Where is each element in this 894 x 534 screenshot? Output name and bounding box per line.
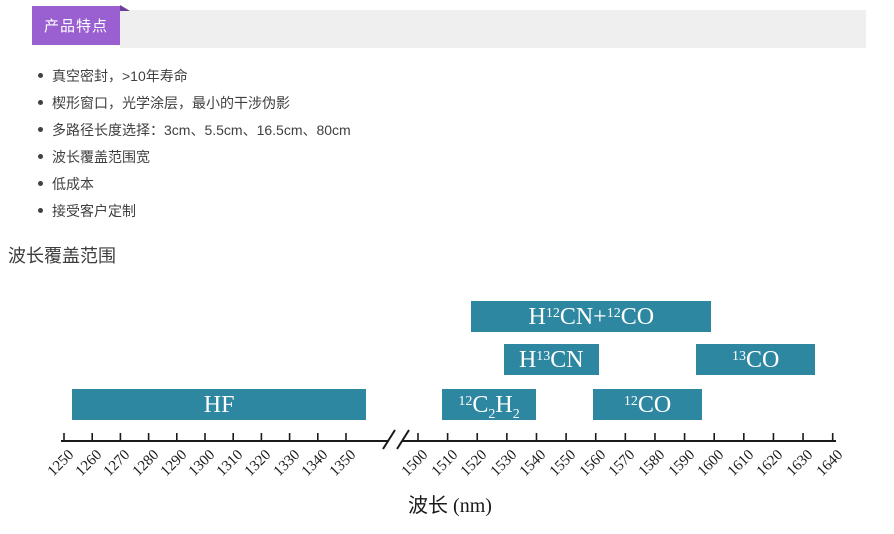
- feature-item: 波长覆盖范围宽: [38, 143, 351, 170]
- bullet-icon: [38, 100, 43, 105]
- bar-label-sup: 12: [458, 393, 473, 409]
- bar-label-text: HF: [203, 391, 235, 418]
- bar-label: 13CO: [732, 348, 779, 372]
- bullet-icon: [38, 154, 43, 159]
- bar-label-text: C: [472, 391, 489, 418]
- range-bar-h12cn+12co: H12CN+12CO: [471, 301, 712, 332]
- axis-break-icon: [396, 429, 410, 450]
- range-bar-hf: HF: [72, 389, 366, 420]
- x-axis: [61, 429, 836, 450]
- bar-label-text: CN: [550, 346, 584, 373]
- bar-label: HF: [204, 393, 235, 417]
- feature-item-label: 接受客户定制: [52, 202, 136, 219]
- bullet-icon: [38, 127, 43, 132]
- feature-item: 楔形窗口，光学涂层，最小的干涉伪影: [38, 89, 351, 116]
- bar-label-text: CO: [620, 303, 655, 330]
- bar-label-text: H: [518, 346, 537, 373]
- bar-label-sup: 13: [536, 348, 551, 364]
- feature-item: 低成本: [38, 170, 351, 197]
- bullet-icon: [38, 73, 43, 78]
- bar-label-text: CN+: [559, 303, 607, 330]
- feature-item-label: 多路径长度选择：3cm、5.5cm、16.5cm、80cm: [52, 121, 351, 138]
- range-bar-13co: 13CO: [696, 344, 815, 375]
- bar-label: H12CN+12CO: [528, 305, 654, 329]
- bar-label-sub: 2: [488, 406, 496, 422]
- range-bar-12c2h2: 12C2H2: [441, 389, 537, 422]
- range-bar-h13cn: H13CN: [503, 344, 599, 375]
- x-axis-label: 波长 (nm): [408, 495, 492, 517]
- feature-item-label: 波长覆盖范围宽: [52, 148, 150, 165]
- bar-label-text: H: [528, 303, 546, 330]
- bar-label-sup: 12: [606, 305, 621, 321]
- bar-label-text: CO: [637, 391, 672, 418]
- bar-label-sup: 12: [545, 305, 560, 321]
- bar-label: H13CN: [519, 348, 584, 372]
- feature-item-label: 低成本: [52, 175, 94, 192]
- wavelength-coverage-chart: HF 12C2H2 H12CN+12CO H13CN 12CO 13CO 1250 1260…: [0, 260, 894, 534]
- bullet-icon: [38, 208, 43, 213]
- bar-label-sup: 12: [623, 393, 638, 409]
- range-bar-12co: 12CO: [592, 389, 703, 420]
- bar-label-text: CO: [745, 346, 780, 373]
- feature-item: 多路径长度选择：3cm、5.5cm、16.5cm、80cm: [38, 116, 351, 143]
- section-title: 波长覆盖范围: [8, 246, 116, 266]
- section-badge-label: 产品特点: [43, 18, 108, 35]
- axis-break-icon: [382, 429, 396, 450]
- section-badge: 产品特点: [32, 6, 120, 45]
- bar-label-sup: 13: [731, 348, 746, 364]
- feature-list: 真空密封，>10年寿命楔形窗口，光学涂层，最小的干涉伪影多路径长度选择：3cm、…: [38, 62, 351, 224]
- bar-label-sub: 2: [512, 406, 520, 422]
- feature-item: 接受客户定制: [38, 197, 351, 224]
- bullet-icon: [38, 181, 43, 186]
- section-header-bar: [120, 10, 866, 48]
- feature-item-label: 楔形窗口，光学涂层，最小的干涉伪影: [52, 94, 290, 111]
- feature-item-label: 真空密封，>10年寿命: [52, 67, 188, 84]
- bar-label-text: H: [495, 391, 513, 418]
- bar-label: 12C2H2: [458, 391, 519, 422]
- feature-item: 真空密封，>10年寿命: [38, 62, 351, 89]
- bar-label: 12CO: [624, 393, 671, 417]
